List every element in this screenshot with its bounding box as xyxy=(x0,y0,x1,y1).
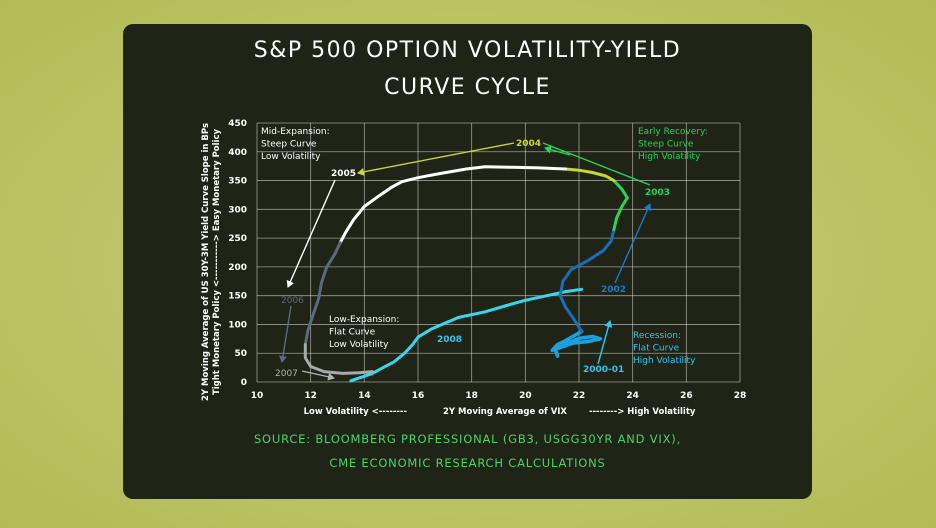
y-axis-title-2: Tight Monetary Policy <-----------> Easy… xyxy=(212,128,222,395)
mid-expansion-line-1: Mid-Expansion: xyxy=(261,127,330,137)
y-tick-label: 50 xyxy=(234,349,247,359)
arrow-2004-left xyxy=(357,142,515,176)
low-expansion-line-2: Flat Curve xyxy=(329,328,376,338)
x-tick-label: 12 xyxy=(304,391,317,401)
mid-expansion-line-2: Steep Curve xyxy=(261,140,317,150)
arrow-2004-right xyxy=(544,145,571,156)
x-tick-label: 20 xyxy=(519,391,532,401)
label-2008: 2008 xyxy=(437,335,462,345)
early-recovery-line-3: High Volatility xyxy=(638,152,701,162)
series-line-6 xyxy=(338,165,568,245)
source-line2: CME ECONOMIC RESEARCH CALCULATIONS xyxy=(329,456,606,470)
chart-title-line1: S&P 500 OPTION VOLATILITY-YIELD xyxy=(253,38,682,63)
x-tick-label: 26 xyxy=(680,391,693,401)
label-2004: 2004 xyxy=(516,139,541,149)
x-tick-label: 22 xyxy=(573,391,586,401)
y-tick-label: 450 xyxy=(228,119,247,129)
y-axis-title: 2Y Moving Average of US 30Y-3M Yield Cur… xyxy=(201,123,211,401)
recession-line-1: Recession: xyxy=(633,331,681,341)
x-axis-title: 2Y Moving Average of VIX xyxy=(443,407,567,417)
y-tick-label: 300 xyxy=(228,205,247,215)
arrow-2006 xyxy=(279,305,292,363)
series-line-3 xyxy=(558,228,616,333)
x-tick-label: 16 xyxy=(412,391,425,401)
x-tick-label: 10 xyxy=(251,391,264,401)
y-tick-label: 0 xyxy=(241,378,247,388)
series-line-1 xyxy=(349,287,584,383)
label-2005: 2005 xyxy=(331,169,356,179)
x-tick-label: 18 xyxy=(465,391,478,401)
y-tick-label: 150 xyxy=(228,292,247,302)
label-2000-01: 2000-01 xyxy=(583,365,624,375)
x-tick-label: 24 xyxy=(626,391,639,401)
x-tick-label: 14 xyxy=(358,391,371,401)
arrow-2005 xyxy=(286,179,336,288)
arrow-2003-line xyxy=(542,142,651,186)
series-line-5 xyxy=(564,167,616,183)
chart-title-line2: CURVE CYCLE xyxy=(384,75,551,100)
label-2007: 2007 xyxy=(275,369,298,379)
label-2003: 2003 xyxy=(645,188,670,198)
early-recovery-line-1: Early Recovery: xyxy=(638,127,708,137)
recession-line-2: Flat Curve xyxy=(633,344,680,354)
label-2002: 2002 xyxy=(601,285,626,295)
low-expansion-line-3: Low Volatility xyxy=(329,340,389,350)
recession-line-3: High Volatility xyxy=(633,356,696,366)
y-tick-label: 400 xyxy=(228,148,247,158)
tick-labels: 10 12 14 16 18 20 22 24 26 28 0 50 100 150 200 250 300 35… xyxy=(201,119,746,417)
label-2006: 2006 xyxy=(281,296,304,306)
series-line-2 xyxy=(550,329,603,358)
x-tick-label: 28 xyxy=(734,391,747,401)
source-line1: SOURCE: BLOOMBERG PROFESSIONAL (GB3, USG… xyxy=(253,432,682,446)
arrow-2007 xyxy=(301,370,335,381)
arrow-2000-01 xyxy=(597,320,613,365)
annotations: 2004 2005 2003 2002 2006 2007 2008 2000-01 Mid-E… xyxy=(261,127,708,381)
early-recovery-line-2: Steep Curve xyxy=(638,140,694,150)
x-axis-label-right: --------> High Volatility xyxy=(589,407,696,417)
series-line-7 xyxy=(303,241,342,347)
series-line-4 xyxy=(612,179,629,231)
chart-card: S&P 500 OPTION VOLATILITY-YIELD CURVE CY… xyxy=(123,24,812,499)
x-axis-label-left: Low Volatility <-------- xyxy=(304,407,408,417)
y-tick-label: 350 xyxy=(228,177,247,187)
series-line-8 xyxy=(303,343,374,375)
arrow-2002 xyxy=(614,203,652,284)
low-expansion-line-1: Low-Expansion: xyxy=(329,315,399,325)
y-tick-label: 200 xyxy=(228,263,247,273)
y-tick-label: 100 xyxy=(228,320,247,330)
series-lines xyxy=(303,165,629,383)
y-tick-label: 250 xyxy=(228,234,247,244)
mid-expansion-line-3: Low Volatility xyxy=(261,152,321,162)
